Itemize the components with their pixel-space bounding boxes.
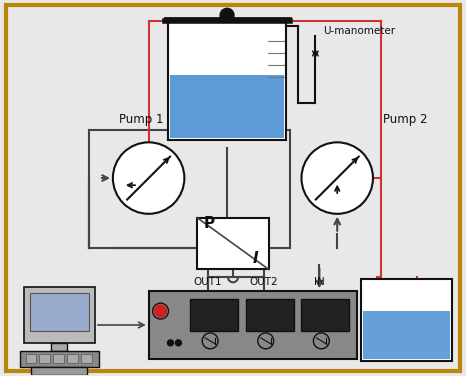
Circle shape	[314, 333, 329, 349]
Bar	[361, 279, 452, 361]
Text: OUT1: OUT1	[194, 277, 222, 287]
Circle shape	[175, 340, 181, 346]
Bar	[40, 354, 50, 363]
Bar	[197, 218, 269, 269]
Bar	[363, 311, 450, 359]
Bar	[53, 354, 64, 363]
Circle shape	[202, 333, 218, 349]
Circle shape	[113, 143, 185, 214]
Circle shape	[258, 333, 274, 349]
Text: U-manometer: U-manometer	[323, 26, 396, 36]
Circle shape	[167, 340, 173, 346]
Text: P: P	[203, 216, 214, 231]
Text: OUT2: OUT2	[249, 277, 278, 287]
Circle shape	[155, 305, 166, 317]
Text: Pump 1: Pump 1	[119, 114, 164, 126]
Bar	[171, 75, 284, 138]
Bar	[190, 299, 238, 331]
Bar	[149, 291, 357, 359]
Bar	[29, 293, 89, 331]
Bar	[20, 351, 99, 367]
Circle shape	[302, 143, 373, 214]
Bar	[81, 354, 92, 363]
Bar	[32, 367, 87, 374]
Bar	[51, 343, 67, 351]
Bar	[302, 299, 349, 331]
Text: IN: IN	[314, 277, 325, 287]
Bar	[67, 354, 78, 363]
Circle shape	[220, 8, 234, 22]
Bar	[169, 21, 286, 140]
Text: Pump 2: Pump 2	[383, 114, 427, 126]
Bar	[26, 354, 36, 363]
Bar	[246, 299, 294, 331]
Bar	[24, 287, 95, 343]
Text: I: I	[253, 252, 259, 267]
